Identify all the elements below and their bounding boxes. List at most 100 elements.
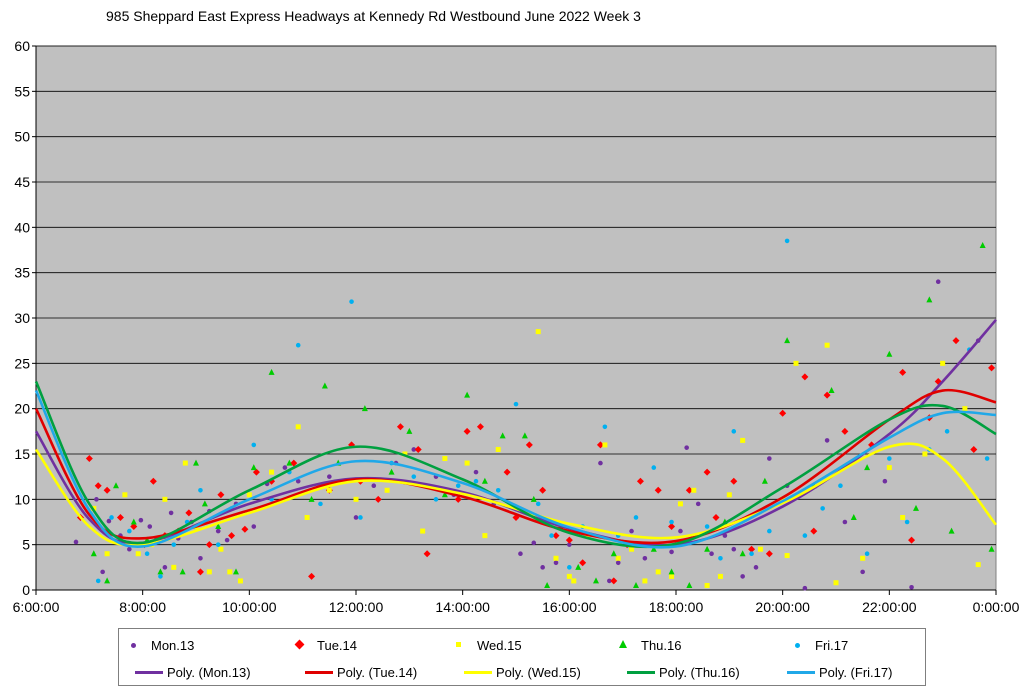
point-tue14: [970, 445, 978, 453]
point-mon13: [215, 528, 221, 534]
point-thu16: [593, 577, 599, 584]
point-thu16: [633, 581, 639, 588]
point-wed15: [669, 573, 675, 579]
point-fri17: [784, 238, 790, 244]
point-mon13: [695, 501, 701, 507]
legend-label-mon13: Mon.13: [151, 637, 195, 653]
point-thu16: [104, 577, 111, 584]
point-mon13: [531, 540, 537, 546]
legend-item-poly-mon13: Poly. (Mon.13): [135, 660, 251, 684]
point-fri17: [904, 519, 910, 525]
point-wed15: [962, 406, 968, 412]
x-tick-label: 8:00:00: [119, 599, 166, 615]
point-thu16: [130, 518, 137, 525]
point-wed15: [295, 424, 301, 430]
point-mon13: [842, 519, 848, 525]
point-fri17: [349, 299, 354, 304]
point-thu16: [913, 504, 919, 511]
point-fri17: [144, 551, 150, 557]
y-tick-label: 35: [14, 265, 30, 281]
legend-label-wed15: Wed.15: [477, 637, 522, 653]
point-thu16: [650, 545, 657, 552]
point-thu16: [828, 387, 835, 394]
point-thu16: [739, 550, 746, 557]
point-tue14: [252, 468, 260, 476]
point-fri17: [109, 515, 114, 520]
point-tue14: [810, 527, 818, 535]
point-thu16: [948, 527, 955, 534]
point-thu16: [668, 568, 675, 575]
point-wed15: [602, 442, 608, 448]
point-tue14: [414, 445, 422, 453]
point-mon13: [678, 528, 683, 534]
legend-label-thu16: Thu.16: [641, 637, 682, 653]
point-tue14: [596, 441, 604, 449]
point-mon13: [327, 474, 332, 479]
point-fri17: [455, 483, 461, 489]
point-fri17: [944, 429, 950, 434]
legend-item-tue14: Tue.14: [285, 633, 357, 657]
point-thu16: [233, 568, 239, 575]
point-tue14: [823, 391, 831, 399]
point-mon13: [138, 517, 144, 523]
point-fri17: [651, 465, 657, 470]
point-wed15: [384, 487, 390, 493]
point-fri17: [495, 487, 501, 493]
point-fri17: [984, 456, 990, 461]
point-tue14: [685, 486, 693, 494]
trendline-polyfri17: [34, 390, 997, 549]
point-tue14: [423, 550, 431, 558]
legend-row-trendlines: Poly. (Mon.13) Poly. (Tue.14) Poly. (Wed…: [119, 660, 925, 684]
point-thu16: [499, 432, 506, 439]
point-fri17: [704, 524, 710, 529]
point-mon13: [607, 578, 612, 584]
legend-label-poly-thu16: Poly. (Thu.16): [659, 664, 740, 680]
point-wed15: [757, 546, 763, 552]
point-wed15: [535, 329, 541, 335]
point-wed15: [886, 465, 892, 471]
legend-item-wed15: Wed.15: [445, 633, 522, 657]
point-thu16: [575, 563, 582, 570]
y-tick-label: 20: [14, 401, 30, 417]
point-fri17: [215, 542, 221, 547]
point-tue14: [565, 536, 573, 544]
point-wed15: [615, 555, 621, 561]
point-thu16: [926, 296, 933, 303]
y-tick-label: 0: [22, 582, 30, 598]
legend-item-mon13: Mon.13: [119, 633, 194, 657]
point-wed15: [495, 446, 501, 452]
legend-item-poly-wed15: Poly. (Wed.15): [464, 660, 581, 684]
y-tick-label: 50: [14, 129, 30, 145]
point-tue14: [85, 455, 93, 463]
point-wed15: [353, 496, 359, 502]
point-wed15: [824, 342, 830, 348]
point-tue14: [196, 568, 204, 576]
point-fri17: [198, 487, 203, 493]
point-fri17: [567, 565, 572, 570]
point-wed15: [571, 578, 577, 584]
point-wed15: [162, 496, 168, 502]
point-mon13: [642, 555, 648, 561]
point-fri17: [535, 501, 541, 507]
point-wed15: [629, 546, 635, 552]
point-fri17: [358, 515, 363, 520]
point-wed15: [206, 569, 212, 575]
legend-row-markers: Mon.13 Tue.14 Wed.15 Thu.16 Fri.17: [119, 633, 925, 657]
point-wed15: [784, 553, 790, 559]
legend-label-poly-fri17: Poly. (Fri.17): [819, 664, 893, 680]
point-mon13: [615, 560, 621, 566]
point-thu16: [157, 568, 164, 575]
point-wed15: [566, 573, 572, 579]
point-wed15: [704, 582, 710, 588]
point-fri17: [802, 533, 808, 538]
point-mon13: [198, 555, 203, 561]
point-wed15: [553, 555, 559, 561]
point-thu16: [90, 550, 97, 557]
point-tue14: [899, 368, 907, 376]
point-wed15: [726, 492, 732, 498]
point-mon13: [224, 537, 230, 543]
y-tick-label: 15: [14, 446, 30, 462]
point-tue14: [290, 459, 298, 467]
point-tue14: [396, 423, 404, 431]
